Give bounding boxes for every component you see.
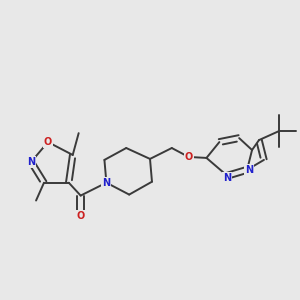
Text: O: O [76, 212, 85, 221]
Text: O: O [184, 152, 193, 162]
Text: N: N [27, 157, 35, 167]
Text: N: N [102, 178, 110, 188]
Text: N: N [223, 173, 231, 183]
Text: N: N [245, 165, 253, 175]
Text: O: O [44, 137, 52, 147]
